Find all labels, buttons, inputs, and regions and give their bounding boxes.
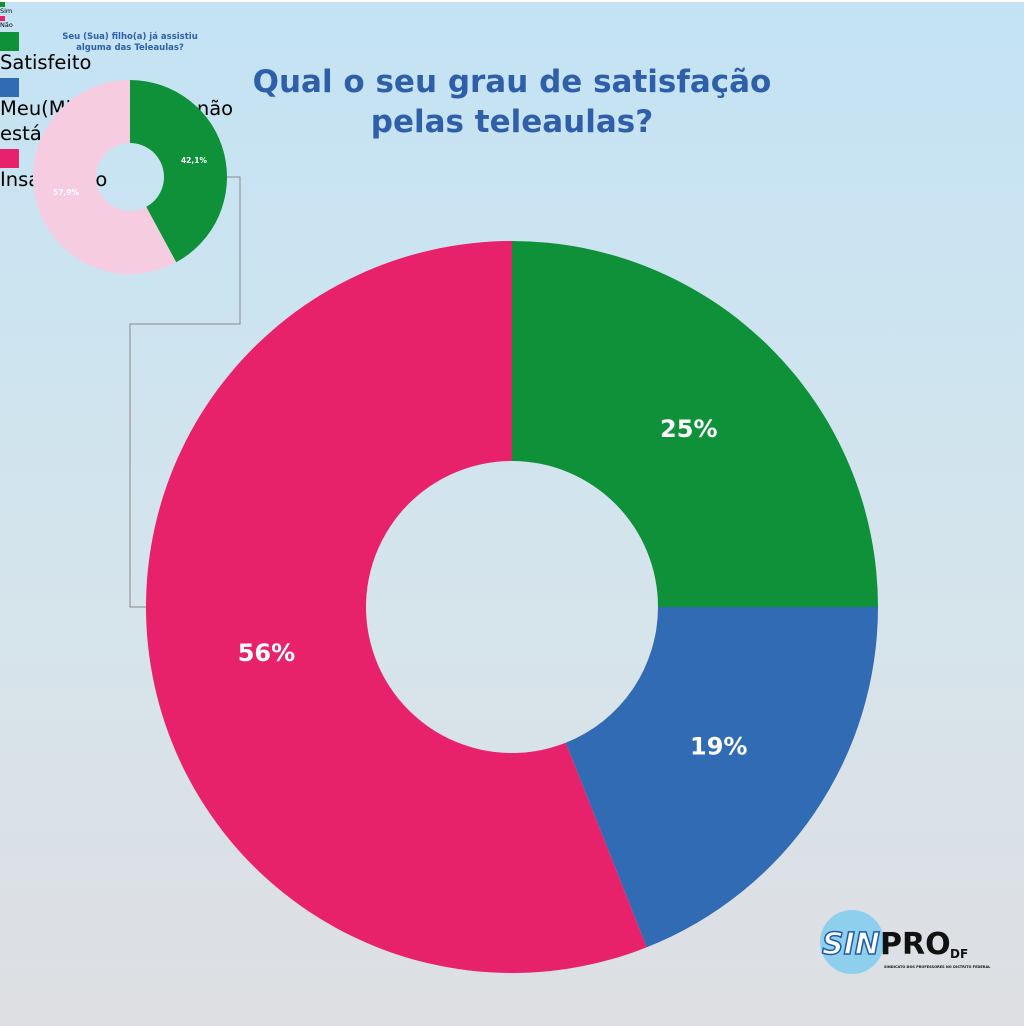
legend-marker: [0, 78, 19, 98]
legend-item: Sim: [0, 1, 40, 15]
donut-slice: [32, 79, 177, 274]
logo-text: SIN: [822, 927, 880, 962]
chart-title: Qual o seu grau de satisfação pelas tele…: [252, 63, 772, 140]
legend-marker: [0, 148, 19, 168]
data-label: 42,1%: [181, 155, 208, 164]
logo-circle: [820, 909, 884, 974]
donut-slice: [130, 79, 227, 262]
data-label: 56%: [238, 638, 295, 666]
logo-subtitle: SINDICATO DOS PROFESSORES NO DISTRITO FE…: [884, 965, 991, 969]
data-label: 19%: [690, 732, 747, 760]
legend-label: Satisfeito: [0, 51, 92, 75]
legend-label: Sim: [0, 6, 13, 15]
legend-item: Não: [0, 16, 40, 29]
logo: SIN PRO DF SINDICATO DOS PROFESSORES NO …: [820, 909, 991, 974]
connector: [129, 176, 241, 608]
data-label: 25%: [660, 415, 717, 443]
donut-slice: [565, 606, 878, 947]
logo-text: PRO: [880, 927, 951, 962]
legend-item: Satisfeito: [0, 32, 160, 75]
donut-slice: [146, 240, 647, 973]
donut-slice: [512, 240, 878, 607]
legend-marker: [0, 1, 5, 7]
data-label: 57,9%: [53, 188, 80, 197]
chart-title: Seu (Sua) filho(a) já assistiu alguma da…: [62, 31, 198, 53]
logo-text: DF: [950, 947, 968, 961]
legend-marker: [0, 32, 19, 52]
legend-marker: [0, 16, 5, 22]
legend-label: Não: [0, 21, 13, 30]
